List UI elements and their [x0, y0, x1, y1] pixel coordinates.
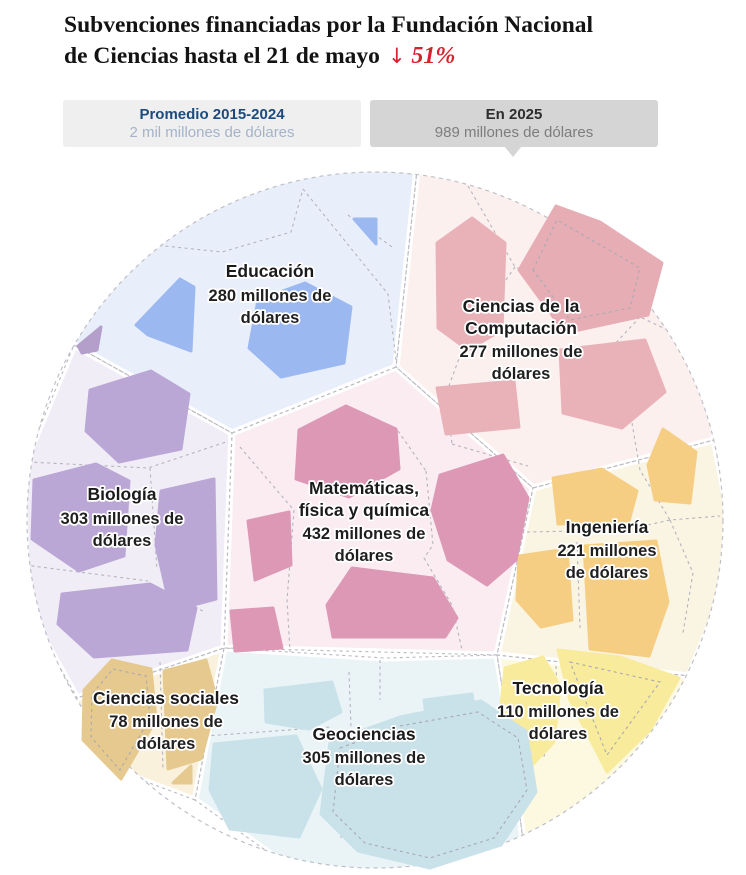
label-tecnologia: Tecnología 110 millones de dólares: [495, 676, 620, 745]
toggle-current-button[interactable]: En 2025 989 millones de dólares: [370, 100, 658, 147]
svg-text:dólares: dólares: [93, 532, 152, 550]
svg-text:280 millones de: 280 millones de: [209, 287, 332, 305]
svg-text:dólares: dólares: [241, 309, 300, 327]
svg-text:303 millones de: 303 millones de: [61, 510, 184, 528]
svg-text:Ciencias de la: Ciencias de la: [463, 296, 580, 316]
category-labels: Educación 280 millones de dólares Cienci…: [59, 259, 659, 791]
voronoi-treemap-chart: Educación 280 millones de dólares Cienci…: [26, 171, 724, 870]
svg-text:Ingeniería: Ingeniería: [566, 517, 649, 537]
cells-matematicas: [229, 404, 530, 653]
title-line-2: de Ciencias hasta el 21 de mayo ↓ 51%: [64, 43, 456, 69]
drop-badge: ↓ 51%: [387, 43, 456, 69]
svg-text:Tecnología: Tecnología: [512, 678, 603, 698]
svg-text:Geociencias: Geociencias: [312, 724, 415, 744]
selected-caret-icon: [504, 146, 522, 157]
svg-text:Educación: Educación: [226, 261, 315, 281]
svg-text:305 millones de: 305 millones de: [303, 749, 426, 767]
cells-biologia: [30, 369, 218, 659]
svg-text:de dólares: de dólares: [566, 564, 649, 582]
cells-educacion: [134, 217, 378, 379]
label-computacion: Ciencias de la Computación 277 millones …: [458, 294, 584, 385]
svg-text:Ciencias sociales: Ciencias sociales: [93, 688, 239, 708]
svg-text:física y química: física y química: [299, 500, 430, 520]
toggle-current-label: En 2025: [485, 106, 543, 123]
svg-text:dólares: dólares: [137, 735, 196, 753]
svg-text:dólares: dólares: [529, 725, 588, 743]
svg-text:Biología: Biología: [87, 484, 156, 504]
cells-ingenieria: [515, 427, 698, 658]
down-arrow-icon: ↓: [387, 44, 406, 68]
overflow-cells: [76, 204, 681, 870]
svg-text:110 millones de: 110 millones de: [497, 703, 619, 721]
toggle-average-button[interactable]: Promedio 2015-2024 2 mil millones de dól…: [63, 100, 361, 147]
label-sociales: Ciencias sociales 78 millones de dólares: [91, 686, 241, 755]
svg-text:277 millones de: 277 millones de: [460, 343, 583, 361]
toggle-average-label: Promedio 2015-2024: [139, 106, 285, 123]
toggle-average-sublabel: 2 mil millones de dólares: [129, 124, 295, 141]
circle-outline: [26, 171, 724, 869]
svg-text:Matemáticas,: Matemáticas,: [309, 478, 419, 498]
svg-text:dólares: dólares: [335, 547, 394, 565]
svg-text:221 millones: 221 millones: [557, 542, 656, 560]
svg-text:dólares: dólares: [335, 771, 394, 789]
svg-text:78 millones de: 78 millones de: [109, 713, 223, 731]
svg-text:dólares: dólares: [492, 365, 551, 383]
title-line-1: Subvenciones financiadas por la Fundació…: [64, 12, 594, 38]
label-biologia: Biología 303 millones de dólares: [59, 482, 185, 552]
cells-computacion: [435, 216, 667, 436]
label-ingenieria: Ingeniería 221 millones de dólares: [556, 515, 659, 584]
label-geociencias: Geociencias 305 millones de dólares: [301, 722, 427, 791]
svg-text:432 millones de: 432 millones de: [303, 525, 426, 543]
page-title: Subvenciones financiadas por la Fundació…: [64, 10, 704, 72]
period-toggle: Promedio 2015-2024 2 mil millones de dól…: [63, 100, 658, 147]
toggle-current-sublabel: 989 millones de dólares: [434, 124, 594, 141]
svg-text:Computación: Computación: [465, 318, 577, 338]
cells-sociales: [162, 658, 219, 785]
label-matematicas: Matemáticas, física y química 432 millon…: [297, 476, 431, 567]
label-educacion: Educación 280 millones de dólares: [207, 259, 333, 329]
